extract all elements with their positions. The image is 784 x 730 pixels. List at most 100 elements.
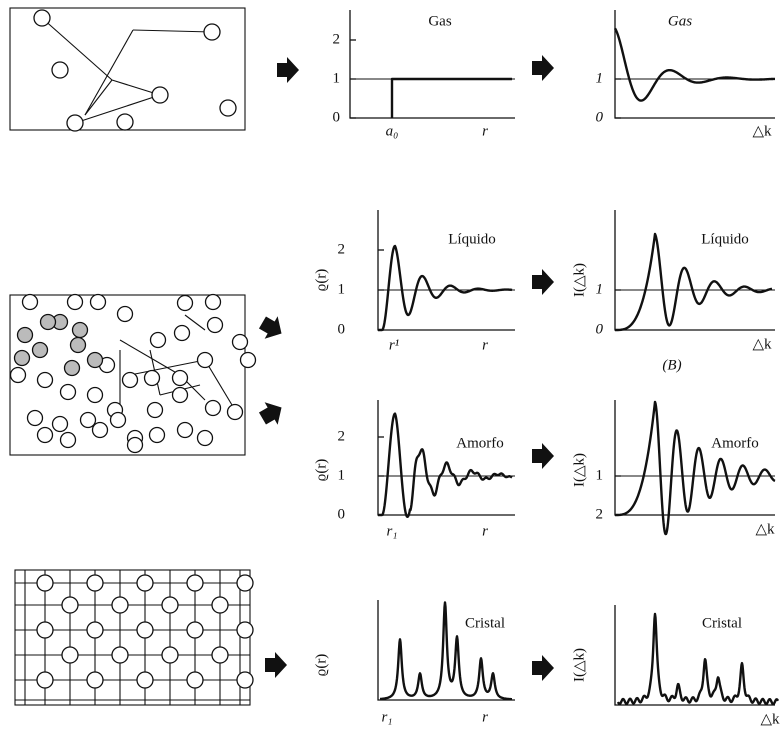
x-label: r₁ <box>386 523 397 539</box>
axis <box>615 605 775 705</box>
y-tick-label: 0 <box>333 109 341 125</box>
y-tick-label: 2 <box>338 428 346 444</box>
axis <box>615 10 775 118</box>
atom <box>61 385 76 400</box>
atom <box>137 672 153 688</box>
y-label: I(△k) <box>571 453 587 487</box>
atom <box>206 401 221 416</box>
arrow <box>532 655 554 681</box>
atom <box>173 388 188 403</box>
y-label: ϱ(r) <box>313 459 329 482</box>
atom <box>173 371 188 386</box>
y-tick-label: 1 <box>333 70 341 86</box>
y-tick-label: 1 <box>596 281 604 297</box>
arrow <box>277 57 299 83</box>
atom <box>38 428 53 443</box>
curve <box>615 28 775 100</box>
trajectory <box>130 360 205 375</box>
atom <box>148 403 163 418</box>
y-tick-label: 1 <box>338 281 346 297</box>
atom <box>187 575 203 591</box>
panel-title: Amorfo <box>711 435 759 451</box>
atom <box>61 433 76 448</box>
x-label: r¹ <box>389 337 400 353</box>
atom <box>37 622 53 638</box>
y-tick-label: 1 <box>338 467 346 483</box>
atom <box>11 368 26 383</box>
atom <box>198 431 213 446</box>
panel-title: Líquido <box>701 231 749 247</box>
x-label: r₁ <box>381 709 392 725</box>
atom <box>28 411 43 426</box>
curve <box>378 414 512 517</box>
y-tick-label: 0 <box>596 109 604 125</box>
axis <box>378 400 515 515</box>
atom <box>67 115 83 131</box>
x-label: △k <box>752 123 772 139</box>
arrow <box>256 396 288 430</box>
atom-hatched <box>41 315 56 330</box>
atom <box>204 24 220 40</box>
x-label: a₀ <box>386 123 399 139</box>
atom <box>220 100 236 116</box>
atom <box>87 575 103 591</box>
atom <box>123 373 138 388</box>
curve <box>615 402 775 534</box>
panel-title: Gas <box>668 13 692 29</box>
x-label: r <box>482 709 488 725</box>
atom <box>228 405 243 420</box>
y-label: I(△k) <box>571 263 587 297</box>
arrow <box>532 443 554 469</box>
atom <box>206 295 221 310</box>
x-label: △k <box>752 336 772 352</box>
atom <box>88 388 103 403</box>
atom <box>118 307 133 322</box>
panel-title: Líquido <box>448 231 496 247</box>
atom <box>68 295 83 310</box>
panel-title: Amorfo <box>456 435 504 451</box>
atom <box>150 428 165 443</box>
atom-hatched <box>88 353 103 368</box>
panel-title: Cristal <box>702 615 742 631</box>
atom <box>91 295 106 310</box>
panel-title: Gas <box>428 13 451 29</box>
y-tick-label: 0 <box>596 321 604 337</box>
x-label: r <box>482 123 488 139</box>
atom <box>237 575 253 591</box>
atom <box>178 296 193 311</box>
atom <box>112 597 128 613</box>
atom <box>112 647 128 663</box>
arrow <box>256 311 288 345</box>
caption: (B) <box>662 357 681 373</box>
y-tick-label: 2 <box>338 241 346 257</box>
atom <box>52 62 68 78</box>
atom <box>175 326 190 341</box>
panel-title: Cristal <box>465 615 505 631</box>
atom <box>53 417 68 432</box>
curve <box>378 246 512 330</box>
x-label: r <box>482 337 488 353</box>
curve <box>615 234 772 330</box>
atom <box>152 87 168 103</box>
trajectory <box>85 30 133 115</box>
y-label: ϱ(r) <box>313 654 329 677</box>
atom <box>212 597 228 613</box>
atom <box>145 371 160 386</box>
atom <box>162 647 178 663</box>
atom-hatched <box>71 338 86 353</box>
arrow <box>265 652 287 678</box>
atom <box>208 318 223 333</box>
arrow <box>532 269 554 295</box>
atom <box>87 622 103 638</box>
trajectory <box>133 30 212 32</box>
atom <box>37 575 53 591</box>
curve <box>618 614 778 704</box>
atom <box>111 413 126 428</box>
atom <box>178 423 193 438</box>
y-tick-label: 1 <box>596 70 604 86</box>
x-label: △k <box>755 521 775 537</box>
atom <box>162 597 178 613</box>
atom <box>187 672 203 688</box>
y-tick-label: 2 <box>333 31 341 47</box>
atom <box>237 622 253 638</box>
